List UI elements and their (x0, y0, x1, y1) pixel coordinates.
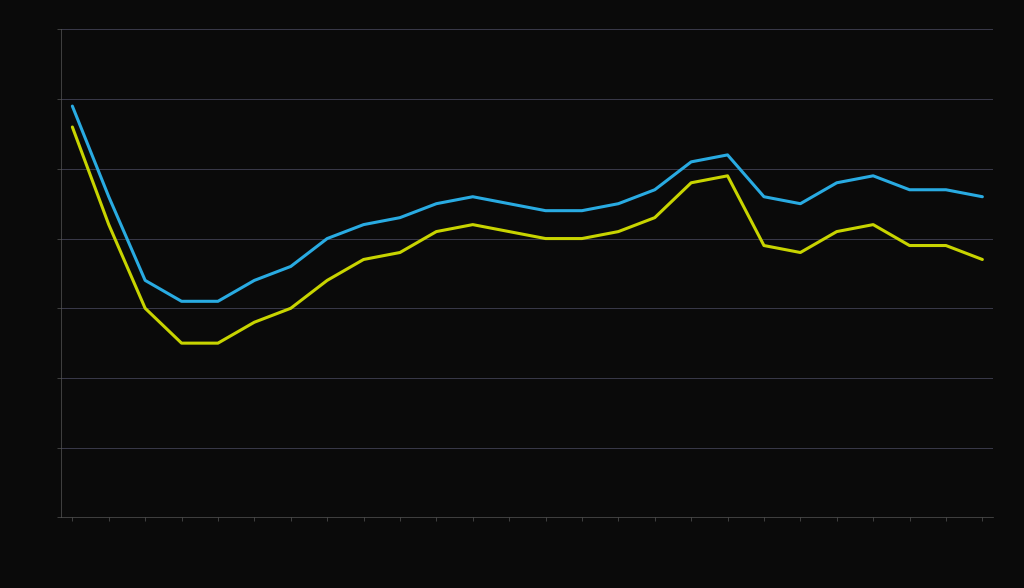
Legend:  (522, 564, 532, 574)
